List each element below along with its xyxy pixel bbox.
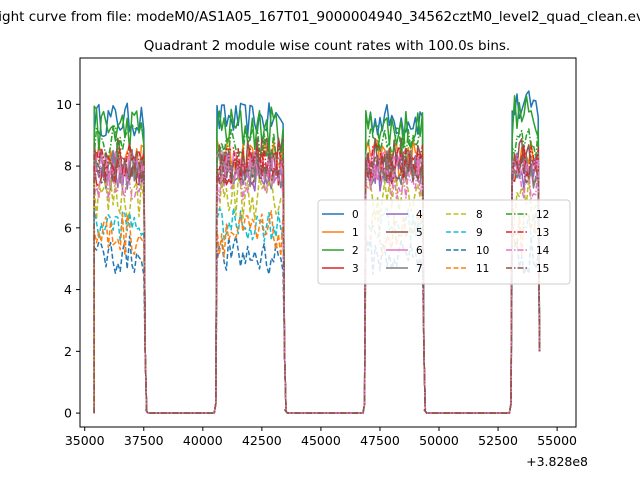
y-tick-label: 8: [64, 159, 72, 174]
y-tick-label: 6: [64, 220, 72, 235]
y-tick-label: 0: [64, 406, 72, 421]
series-lines: [93, 90, 541, 414]
y-axis-ticks: 0 2 4 6 8 10: [56, 97, 80, 421]
legend-label-1: 1: [352, 227, 359, 239]
legend-label-14: 14: [536, 245, 550, 257]
series-line-14: [93, 154, 541, 414]
legend-label-13: 13: [536, 227, 549, 239]
legend-label-9: 9: [476, 227, 483, 239]
x-tick-label: 52500: [478, 433, 518, 448]
chart-title: Light curve from file: modeM0/AS1A05_167…: [0, 9, 640, 25]
y-tick-label: 2: [64, 344, 72, 359]
legend-label-10: 10: [476, 245, 489, 257]
x-tick-label: 45000: [301, 433, 341, 448]
legend-label-15: 15: [536, 263, 549, 275]
x-tick-label: 42500: [242, 433, 282, 448]
legend-label-0: 0: [352, 209, 359, 221]
legend-label-5: 5: [416, 227, 423, 239]
legend-label-8: 8: [476, 209, 483, 221]
y-tick-label: 10: [56, 97, 72, 112]
x-tick-label: 40000: [183, 433, 223, 448]
legend-label-12: 12: [536, 209, 549, 221]
legend-label-6: 6: [416, 245, 423, 257]
x-tick-label: 55000: [537, 433, 577, 448]
x-tick-label: 50000: [419, 433, 459, 448]
chart-subtitle: Quadrant 2 module wise count rates with …: [144, 38, 510, 54]
x-axis-ticks: 35000 37500 40000 42500 45000 47500 50000 52500…: [65, 427, 577, 448]
legend-box: [317, 199, 571, 285]
legend-label-4: 4: [416, 209, 423, 221]
x-tick-label: 37500: [124, 433, 164, 448]
legend-label-7: 7: [416, 263, 423, 275]
series-line-15: [93, 149, 541, 414]
legend-label-11: 11: [476, 263, 489, 275]
legend-label-2: 2: [352, 245, 359, 257]
plot-frame: [79, 57, 577, 428]
x-tick-label: 47500: [360, 433, 400, 448]
x-offset-label: +3.828e8: [526, 454, 588, 469]
legend-label-3: 3: [352, 263, 359, 275]
y-tick-label: 4: [64, 282, 72, 297]
x-tick-label: 35000: [65, 433, 105, 448]
